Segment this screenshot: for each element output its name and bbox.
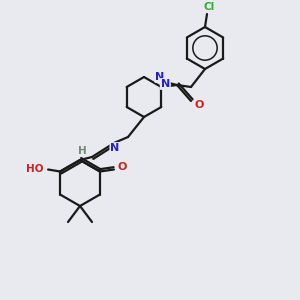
Text: HO: HO [26,164,44,173]
Text: N: N [155,72,165,82]
Text: Cl: Cl [203,2,214,12]
Text: H: H [78,146,86,156]
Text: N: N [161,79,170,89]
Text: O: O [194,100,204,110]
Text: O: O [117,163,127,172]
Text: N: N [110,143,120,153]
